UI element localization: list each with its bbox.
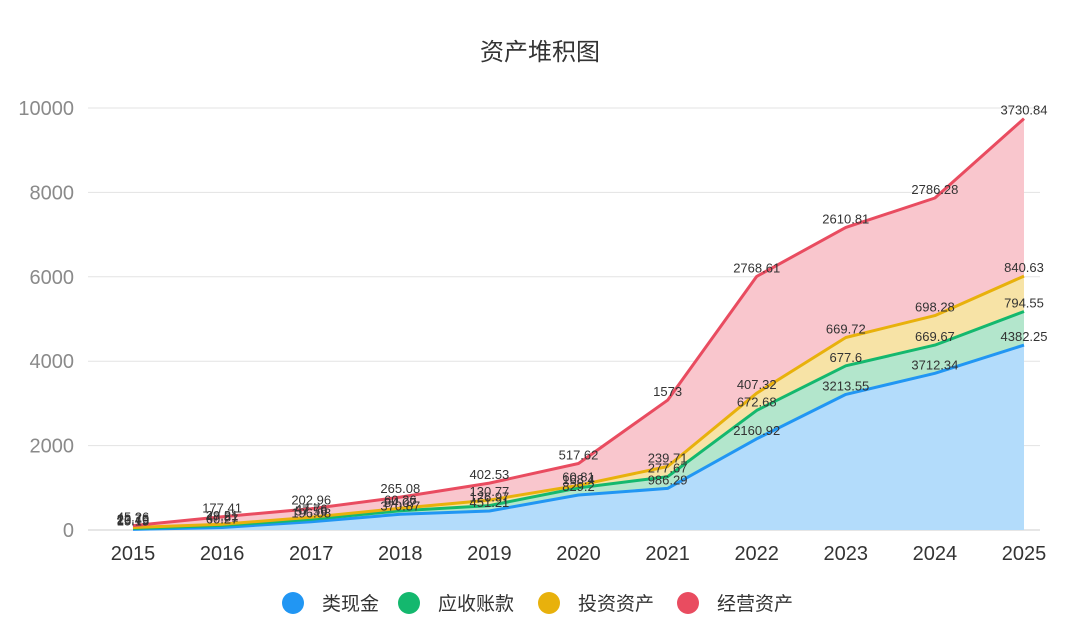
y-tick-label: 10000	[18, 98, 74, 120]
x-axis-ticks: 2015 2016 2017 2018 2019 2020 2021 2022 2023 2024…	[111, 543, 1047, 565]
legend-label: 投资资产	[578, 593, 654, 615]
data-label: 60.26	[384, 492, 417, 507]
data-label: 57.56	[295, 503, 328, 518]
data-label: 677.6	[830, 350, 863, 365]
series-lines	[132, 117, 1025, 531]
x-tick-label: 2025	[1002, 543, 1047, 565]
data-label: 265.08	[380, 481, 420, 496]
data-label: 669.67	[915, 329, 955, 344]
y-axis-ticks: 0 2000 4000 6000 8000 10000	[18, 98, 74, 542]
data-label: 402.53	[470, 467, 510, 482]
data-label: 126.97	[470, 490, 510, 505]
data-label: 239.71	[648, 451, 688, 466]
legend: 类现金 应收账款 投资资产 经营资产	[282, 592, 793, 615]
x-tick-label: 2015	[111, 543, 156, 565]
data-label: 20.49	[117, 512, 150, 527]
data-label: 2160.92	[733, 423, 780, 438]
legend-marker	[677, 592, 699, 614]
data-label: 840.63	[1004, 260, 1044, 275]
data-label: 277.67	[648, 461, 688, 476]
series-line-0	[132, 343, 1025, 531]
data-label: 3712.34	[911, 357, 958, 372]
x-tick-label: 2017	[289, 543, 334, 565]
series-line-2	[132, 274, 1025, 529]
data-label: 451.21	[470, 495, 510, 510]
legend-label: 类现金	[322, 593, 379, 615]
data-label: 130.77	[470, 484, 510, 499]
data-label: 3730.84	[1001, 103, 1048, 118]
y-tick-label: 2000	[30, 436, 75, 458]
series-line-3	[132, 117, 1025, 528]
data-label: 177.41	[202, 501, 242, 516]
data-label: 2786.28	[911, 182, 958, 197]
data-label: 45.26	[117, 510, 150, 525]
series-areas	[133, 118, 1024, 530]
data-label: 672.68	[737, 394, 777, 409]
data-label: 47.81	[206, 509, 239, 524]
data-label: 60.81	[562, 469, 595, 484]
data-label: 4382.25	[1001, 329, 1048, 344]
area-3	[133, 118, 1024, 528]
x-tick-label: 2023	[824, 543, 869, 565]
data-label: 23.76	[117, 511, 150, 526]
x-tick-label: 2016	[200, 543, 245, 565]
x-tick-label: 2021	[645, 543, 690, 565]
data-label: 15.15	[117, 513, 150, 528]
x-tick-label: 2020	[556, 543, 601, 565]
legend-item-0: 类现金	[282, 592, 379, 615]
data-label: 407.32	[737, 377, 777, 392]
x-tick-label: 2024	[913, 543, 958, 565]
y-tick-label: 8000	[30, 182, 75, 204]
data-label: 517.62	[559, 447, 599, 462]
data-label: 986.29	[648, 472, 688, 487]
data-label: 29.21	[206, 508, 239, 523]
y-tick-label: 6000	[30, 267, 75, 289]
data-label: 202.96	[291, 493, 331, 508]
data-label: 669.72	[826, 322, 866, 337]
legend-marker	[282, 592, 304, 614]
y-tick-label: 0	[63, 520, 74, 542]
data-label: 794.55	[1004, 296, 1044, 311]
data-label: 2610.81	[822, 211, 869, 226]
data-label: 3213.55	[822, 378, 869, 393]
legend-item-1: 应收账款	[398, 592, 514, 615]
legend-item-3: 经营资产	[677, 592, 793, 615]
legend-label: 应收账款	[438, 593, 514, 615]
data-label: 47.76	[295, 501, 328, 516]
x-tick-label: 2022	[734, 543, 779, 565]
legend-label: 经营资产	[717, 593, 793, 615]
y-tick-label: 4000	[30, 351, 75, 373]
data-label: 698.28	[915, 300, 955, 315]
legend-marker	[538, 592, 560, 614]
data-label: 370.87	[380, 498, 420, 513]
data-label: 829.2	[562, 479, 595, 494]
data-label: 84.07	[384, 495, 417, 510]
data-label: 2768.61	[733, 260, 780, 275]
data-label: 60.27	[206, 511, 239, 526]
chart-title: 资产堆积图	[480, 38, 600, 66]
series-line-1	[132, 310, 1025, 530]
legend-marker	[398, 592, 420, 614]
data-label: 1573	[653, 384, 682, 399]
x-tick-label: 2019	[467, 543, 512, 565]
legend-item-2: 投资资产	[538, 592, 654, 615]
x-tick-label: 2018	[378, 543, 423, 565]
data-label: 196.08	[291, 506, 331, 521]
data-label: 168.4	[562, 472, 595, 487]
area-0	[133, 345, 1024, 530]
